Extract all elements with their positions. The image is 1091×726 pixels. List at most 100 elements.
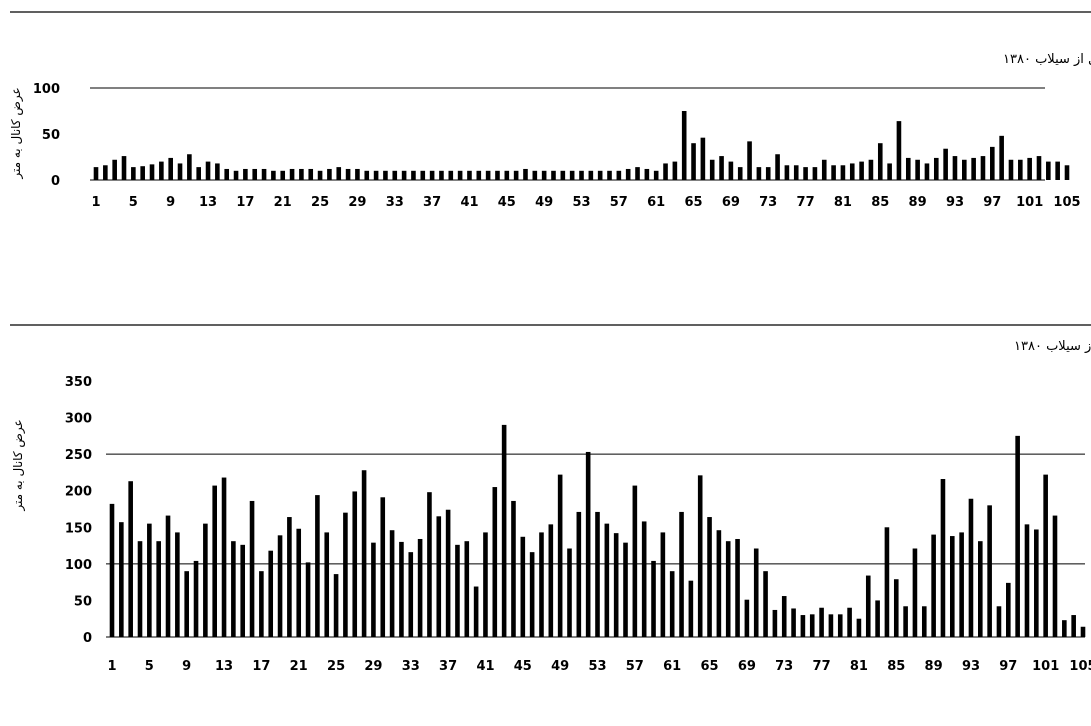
after-bar: [1052, 515, 1058, 637]
after-xtick-label: 81: [850, 659, 868, 674]
before-bar: [308, 168, 314, 180]
after-bar: [137, 541, 143, 637]
before-xtick-label: 73: [759, 195, 777, 210]
before-bar: [607, 170, 612, 180]
before-bar: [1046, 161, 1051, 180]
after-bar: [259, 571, 264, 637]
after-xtick-label: 85: [887, 659, 905, 674]
before-bar: [383, 170, 388, 180]
before-bar: [420, 170, 426, 180]
after-bar: [315, 495, 320, 637]
before-bar: [429, 170, 435, 180]
before-bar: [933, 157, 939, 180]
after-xtick-label: 105: [1069, 659, 1091, 674]
after-bar: [483, 532, 488, 637]
after-ytick-label: 100: [65, 558, 92, 573]
before-xtick-label: 37: [423, 195, 441, 210]
after-bar: [389, 530, 395, 637]
after-xtick-label: 89: [925, 659, 943, 674]
before-xtick-label: 101: [1016, 195, 1043, 210]
before-bar: [597, 170, 603, 180]
before-bar: [112, 159, 117, 180]
before-bar: [299, 168, 304, 180]
before-bar: [392, 170, 398, 180]
after-bar: [978, 541, 983, 637]
after-xtick-label: 41: [476, 659, 494, 674]
after-bar: [343, 512, 348, 637]
before-bar: [103, 165, 108, 180]
after-bar: [753, 548, 759, 637]
after-ytick-label: 0: [83, 631, 92, 646]
after-bar: [669, 571, 675, 637]
after-bar: [212, 485, 217, 637]
after-bar: [1034, 529, 1039, 637]
before-bar: [849, 163, 855, 180]
before-xtick-label: 65: [684, 195, 702, 210]
after-xtick-label: 1: [107, 659, 116, 674]
before-bar: [980, 156, 986, 180]
before-bar: [439, 170, 444, 180]
after-bar: [371, 542, 376, 637]
after-flood-chart: بعد از سیلاب ۱۳۸۰ عرض کانال به متر 0 50 10…: [11, 339, 1091, 674]
after-bar: [865, 575, 871, 637]
before-bar: [121, 156, 127, 180]
before-bar: [168, 157, 173, 180]
after-bar: [436, 516, 442, 637]
before-flood-chart: قبل از سیلاب ۱۳۸۰ عرض کانال به متر 0 50 10…: [9, 52, 1091, 210]
after-ytick-label: 150: [65, 521, 92, 536]
before-xtick-label: 33: [386, 195, 404, 210]
before-bar: [215, 163, 220, 180]
before-bar: [523, 168, 528, 180]
after-xtick-label: 13: [215, 659, 233, 674]
before-xtick-label: 81: [834, 195, 852, 210]
before-bar: [467, 170, 472, 180]
after-xtick-label: 53: [588, 659, 606, 674]
after-xtick-label: 61: [663, 659, 681, 674]
before-bar: [1036, 156, 1042, 180]
before-bar: [877, 143, 883, 180]
after-bar: [380, 497, 386, 637]
before-xtick-label: 45: [498, 195, 516, 210]
after-bar: [352, 491, 358, 637]
before-bar: [252, 168, 258, 180]
after-bar: [697, 475, 703, 637]
after-xtick-label: 37: [439, 659, 457, 674]
after-bar: [427, 492, 432, 637]
after-bar: [716, 530, 722, 637]
after-xtick-label: 21: [290, 659, 308, 674]
after-xtick-label: 29: [364, 659, 382, 674]
after-bar: [893, 579, 899, 637]
before-bar: [569, 170, 575, 180]
after-bar: [959, 532, 964, 637]
after-bar: [595, 511, 600, 637]
before-bar: [224, 168, 230, 180]
before-bar: [868, 159, 874, 180]
before-bar: [233, 170, 239, 180]
before-xtick-label: 89: [909, 195, 927, 210]
before-xtick-label: 25: [311, 195, 329, 210]
before-bar: [625, 168, 631, 180]
after-bar: [445, 509, 451, 637]
before-bar: [859, 161, 864, 180]
after-bar: [165, 515, 171, 637]
after-bar: [119, 522, 124, 637]
after-bar: [287, 517, 292, 637]
before-bar: [196, 167, 201, 180]
before-bar: [1018, 159, 1023, 180]
after-flood-chart-ylabel: عرض کانال به متر: [11, 419, 26, 511]
before-xtick-label: 69: [722, 195, 740, 210]
after-bar: [1024, 524, 1030, 637]
before-bar: [990, 146, 995, 180]
before-bar: [336, 167, 342, 180]
after-bar: [903, 606, 908, 637]
before-bar: [653, 170, 659, 180]
after-bar: [688, 580, 694, 637]
before-xtick-label: 85: [871, 195, 889, 210]
after-bar: [277, 535, 283, 637]
after-bar: [539, 532, 544, 637]
after-bar: [781, 596, 787, 637]
after-bar: [912, 548, 918, 637]
after-bar: [576, 511, 582, 637]
before-bar: [728, 161, 734, 180]
before-xtick-label: 93: [946, 195, 964, 210]
